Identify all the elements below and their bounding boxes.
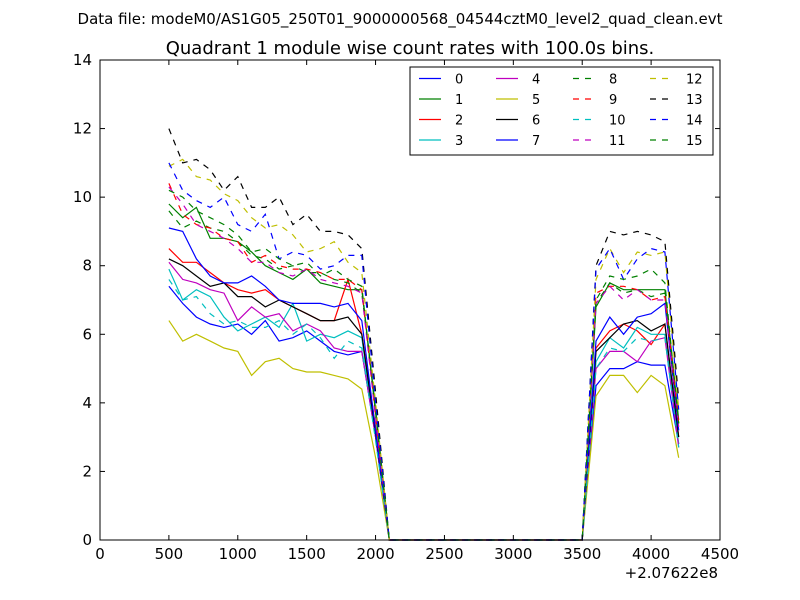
y-tick-label: 2 (82, 462, 92, 480)
legend-label-7: 7 (532, 134, 540, 149)
legend-entry-8: 8 (573, 73, 617, 88)
x-tick-label: 2000 (356, 545, 394, 563)
x-tick-label: 1000 (219, 545, 257, 563)
legend-entry-13: 13 (650, 93, 703, 108)
series-layer (168, 128, 680, 541)
series-line-12 (168, 158, 680, 541)
legend-label-4: 4 (532, 73, 540, 88)
legend-label-0: 0 (455, 73, 463, 88)
data-file-title: Data file: modeM0/AS1G05_250T01_90000005… (78, 10, 723, 29)
series-line-8 (168, 210, 680, 541)
legend-label-2: 2 (455, 114, 463, 129)
series-line-6 (168, 258, 680, 541)
legend-label-11: 11 (609, 134, 626, 149)
legend-entry-3: 3 (419, 134, 463, 149)
series-line-0 (168, 285, 680, 541)
legend-entry-0: 0 (419, 73, 463, 88)
y-tick-label: 14 (73, 51, 92, 69)
x-tick-label: 3000 (494, 545, 532, 563)
legend-label-1: 1 (455, 93, 463, 108)
series-line-7 (168, 227, 680, 541)
series-line-11 (168, 186, 680, 541)
x-tick-label: 2500 (425, 545, 463, 563)
legend-entry-2: 2 (419, 114, 463, 129)
legend-entry-5: 5 (496, 93, 540, 108)
axis-ticks: 0 500 1000 1500 2000 2500 3000 3500 4000 4500 0 2 4 6… (73, 51, 739, 563)
series-line-1 (168, 203, 680, 541)
series-line-5 (168, 320, 680, 541)
y-tick-label: 4 (82, 394, 92, 412)
y-tick-label: 8 (82, 257, 92, 275)
legend-label-6: 6 (532, 114, 540, 129)
legend-entry-9: 9 (573, 93, 617, 108)
legend-label-10: 10 (609, 114, 626, 129)
chart-title: Quadrant 1 module wise count rates with … (166, 38, 655, 59)
x-tick-label: 4000 (632, 545, 670, 563)
series-line-2 (168, 248, 680, 541)
legend-entry-12: 12 (650, 73, 703, 88)
plot-area (99, 59, 721, 541)
legend-entry-6: 6 (496, 114, 540, 129)
legend-label-15: 15 (686, 134, 703, 149)
legend-label-12: 12 (686, 73, 703, 88)
x-tick-label: 4500 (701, 545, 739, 563)
x-tick-label: 500 (155, 545, 184, 563)
y-tick-label: 0 (82, 531, 92, 549)
legend-entry-1: 1 (419, 93, 463, 108)
y-tick-label: 12 (73, 120, 92, 138)
series-line-15 (168, 189, 680, 541)
series-line-3 (168, 268, 680, 541)
legend-label-8: 8 (609, 73, 617, 88)
legend-label-5: 5 (532, 93, 540, 108)
legend-entry-4: 4 (496, 73, 540, 88)
legend-entry-14: 14 (650, 114, 703, 129)
legend-label-9: 9 (609, 93, 617, 108)
legend-entry-15: 15 (650, 134, 703, 149)
y-tick-label: 6 (82, 325, 92, 343)
y-tick-label: 10 (73, 188, 92, 206)
x-tick-label: 1500 (288, 545, 326, 563)
series-line-9 (168, 183, 680, 541)
legend-label-3: 3 (455, 134, 463, 149)
series-line-10 (168, 279, 680, 541)
x-offset-label: +2.07622e8 (625, 564, 718, 582)
series-line-13 (168, 128, 680, 541)
legend-entry-11: 11 (573, 134, 626, 149)
legend-entry-10: 10 (573, 114, 626, 129)
x-tick-label: 3500 (563, 545, 601, 563)
legend-label-13: 13 (686, 93, 703, 108)
legend-label-14: 14 (686, 114, 703, 129)
x-tick-label: 0 (95, 545, 105, 563)
series-line-4 (168, 261, 680, 541)
legend-entry-7: 7 (496, 134, 540, 149)
